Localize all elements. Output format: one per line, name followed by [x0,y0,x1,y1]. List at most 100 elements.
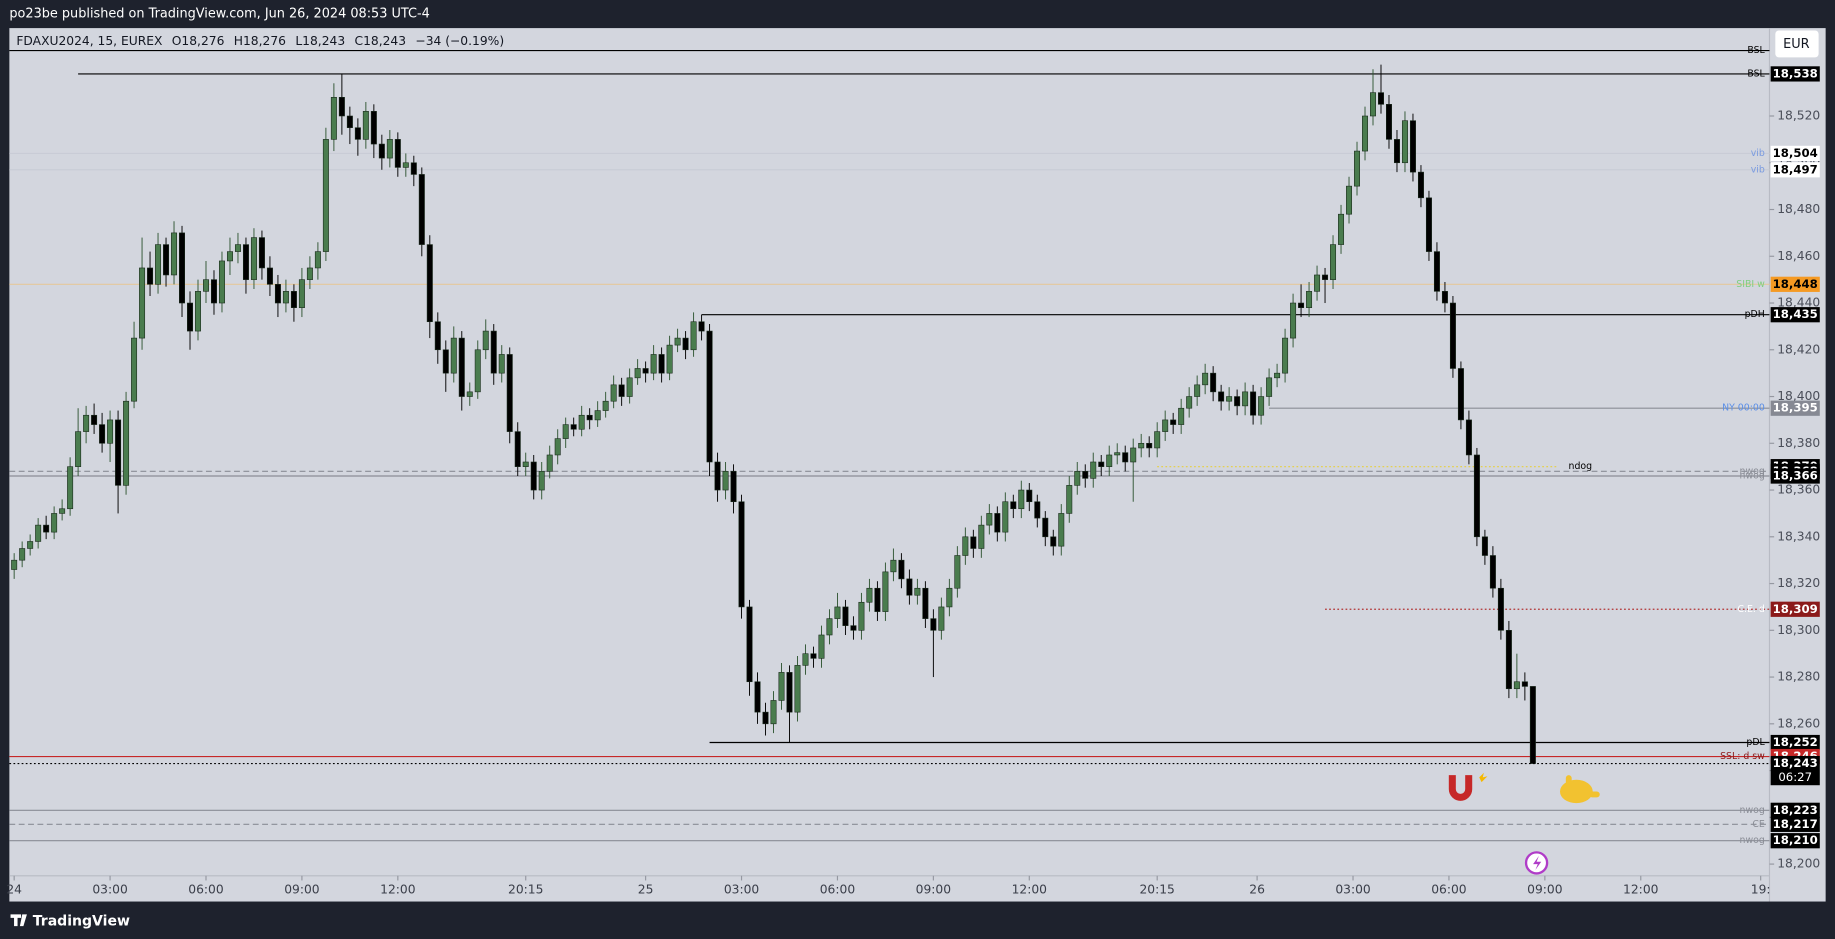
candle-body [1138,442,1145,449]
candle-body [1346,185,1353,215]
candle-body [91,414,98,425]
candle-body [1298,302,1305,308]
level-label: SIBI w [1736,279,1765,290]
level-label: pDH [1745,309,1765,320]
currency-label[interactable]: EUR [1783,37,1810,52]
candle-body [83,414,90,432]
candle-body [930,618,937,631]
candle-body [578,414,585,430]
price-box [1770,816,1820,832]
candle-body [986,513,993,526]
candle-body [938,606,945,631]
candle-body [171,232,178,276]
candle-body [1242,391,1249,407]
candle-body [458,337,465,397]
y-tick-label: 18,520 [1777,108,1820,122]
price-box [1770,468,1820,484]
event-icon[interactable] [1524,851,1549,875]
candle-body [706,330,713,463]
x-tick-label: 09:00 [916,882,951,896]
level-label: nwog [1740,466,1765,477]
candle-body [306,267,313,280]
candle-body [850,625,857,631]
candle-body [954,555,961,589]
candle-body [1066,485,1073,514]
candle-body [1481,536,1488,556]
candle-body [234,244,241,252]
footer [0,903,1835,939]
level-label: nwog [1740,471,1765,482]
candle-body [442,349,449,374]
candle-body [1274,372,1281,379]
candle-body [642,368,649,374]
candle-body [1090,461,1097,479]
candle-body [314,251,321,269]
x-tick-label: 19: [1751,882,1771,896]
brand-logo [10,914,27,927]
candle-body [722,471,729,491]
level-label: nwog [1740,835,1765,846]
candle-body [338,97,345,117]
x-tick-label: 03:00 [92,882,127,896]
candle-body [786,672,793,713]
candle-body [602,400,609,411]
level-label: vib [1751,164,1765,175]
y-tick-label: 18,440 [1777,296,1820,310]
x-tick-label: 20:15 [508,882,543,896]
candle-body [1234,396,1241,407]
candle-body [1258,396,1265,416]
x-tick-label: 12:00 [1012,882,1047,896]
candle-body [1378,92,1384,105]
candle-body [362,111,369,140]
candle-body [1202,372,1209,386]
candle-body [1162,419,1169,432]
candle-body [482,330,489,351]
candle-body [1170,419,1177,425]
candle-body [1178,407,1185,425]
candle-body [1354,150,1360,187]
candle-body [890,559,897,573]
x-tick-label: 25 [638,882,654,896]
chart-panel [9,28,1826,902]
candle-body [738,501,745,608]
level-label: pDL [1746,737,1765,748]
y-tick-label: 18,460 [1777,249,1820,263]
x-tick-label: 09:00 [284,882,319,896]
candle-body [714,461,721,491]
candle-body [498,354,505,374]
candle-body [11,559,18,570]
level-label: BSL [1747,45,1765,56]
candle-body [226,251,233,262]
candle-body [1362,115,1368,152]
candle-body [474,349,481,393]
candle-body [746,606,753,683]
x-tick-label: 26 [1249,882,1265,896]
x-tick-label: 12:00 [380,882,415,896]
candle-body [99,424,106,444]
price-box-label: 18,538 [1773,66,1818,80]
level-label: CE [1752,819,1765,830]
candle-body [298,279,305,308]
candle-body [75,431,82,467]
candle-body [1338,213,1345,245]
candle-body [1529,686,1536,764]
candle-body [266,267,273,285]
candle-body [1226,396,1233,402]
candle-body [1393,139,1400,164]
candle-body [618,384,625,397]
legend-item: L18,243 [295,33,345,47]
x-tick-label: 06:00 [188,882,223,896]
candle-body [658,354,665,374]
price-box-label: 18,497 [1773,162,1818,176]
currency-button[interactable] [1775,30,1819,58]
candle-body [762,711,769,725]
candle-body [546,454,553,472]
candle-body [682,337,689,351]
candle-body [522,461,529,467]
candle-body [179,232,185,304]
candle-body [187,302,193,332]
y-tick-label: 18,360 [1777,483,1820,497]
candle-body [163,244,170,276]
candle-body [426,244,433,323]
candle-body [274,284,281,304]
